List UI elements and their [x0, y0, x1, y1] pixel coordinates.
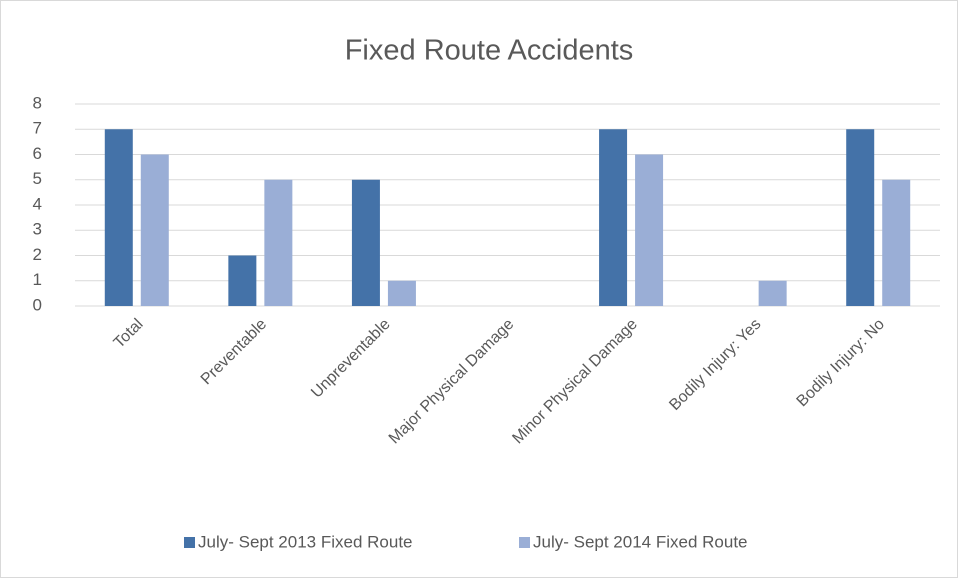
bar — [351, 179, 380, 306]
chart-title: Fixed Route Accidents — [345, 35, 634, 67]
y-tick-label: 3 — [33, 220, 42, 239]
bar — [228, 255, 257, 306]
bar — [599, 129, 628, 306]
bar — [264, 179, 293, 306]
y-tick-label: 6 — [33, 144, 42, 163]
y-tick-label: 4 — [33, 194, 42, 213]
y-tick-label: 7 — [33, 119, 42, 138]
bar — [140, 154, 169, 306]
bar — [758, 280, 787, 306]
legend-label: July- Sept 2013 Fixed Route — [198, 532, 413, 551]
y-tick-label: 2 — [33, 245, 42, 264]
bar — [635, 154, 664, 306]
legend-swatch — [184, 537, 195, 548]
y-tick-label: 0 — [33, 295, 42, 314]
y-tick-label: 5 — [33, 169, 42, 188]
legend-swatch — [519, 537, 530, 548]
bar — [882, 179, 911, 306]
bar — [387, 280, 416, 306]
y-tick-label: 1 — [33, 270, 42, 289]
y-tick-label: 8 — [33, 93, 42, 112]
bar — [846, 129, 875, 306]
bar — [104, 129, 133, 306]
legend-label: July- Sept 2014 Fixed Route — [533, 532, 748, 551]
